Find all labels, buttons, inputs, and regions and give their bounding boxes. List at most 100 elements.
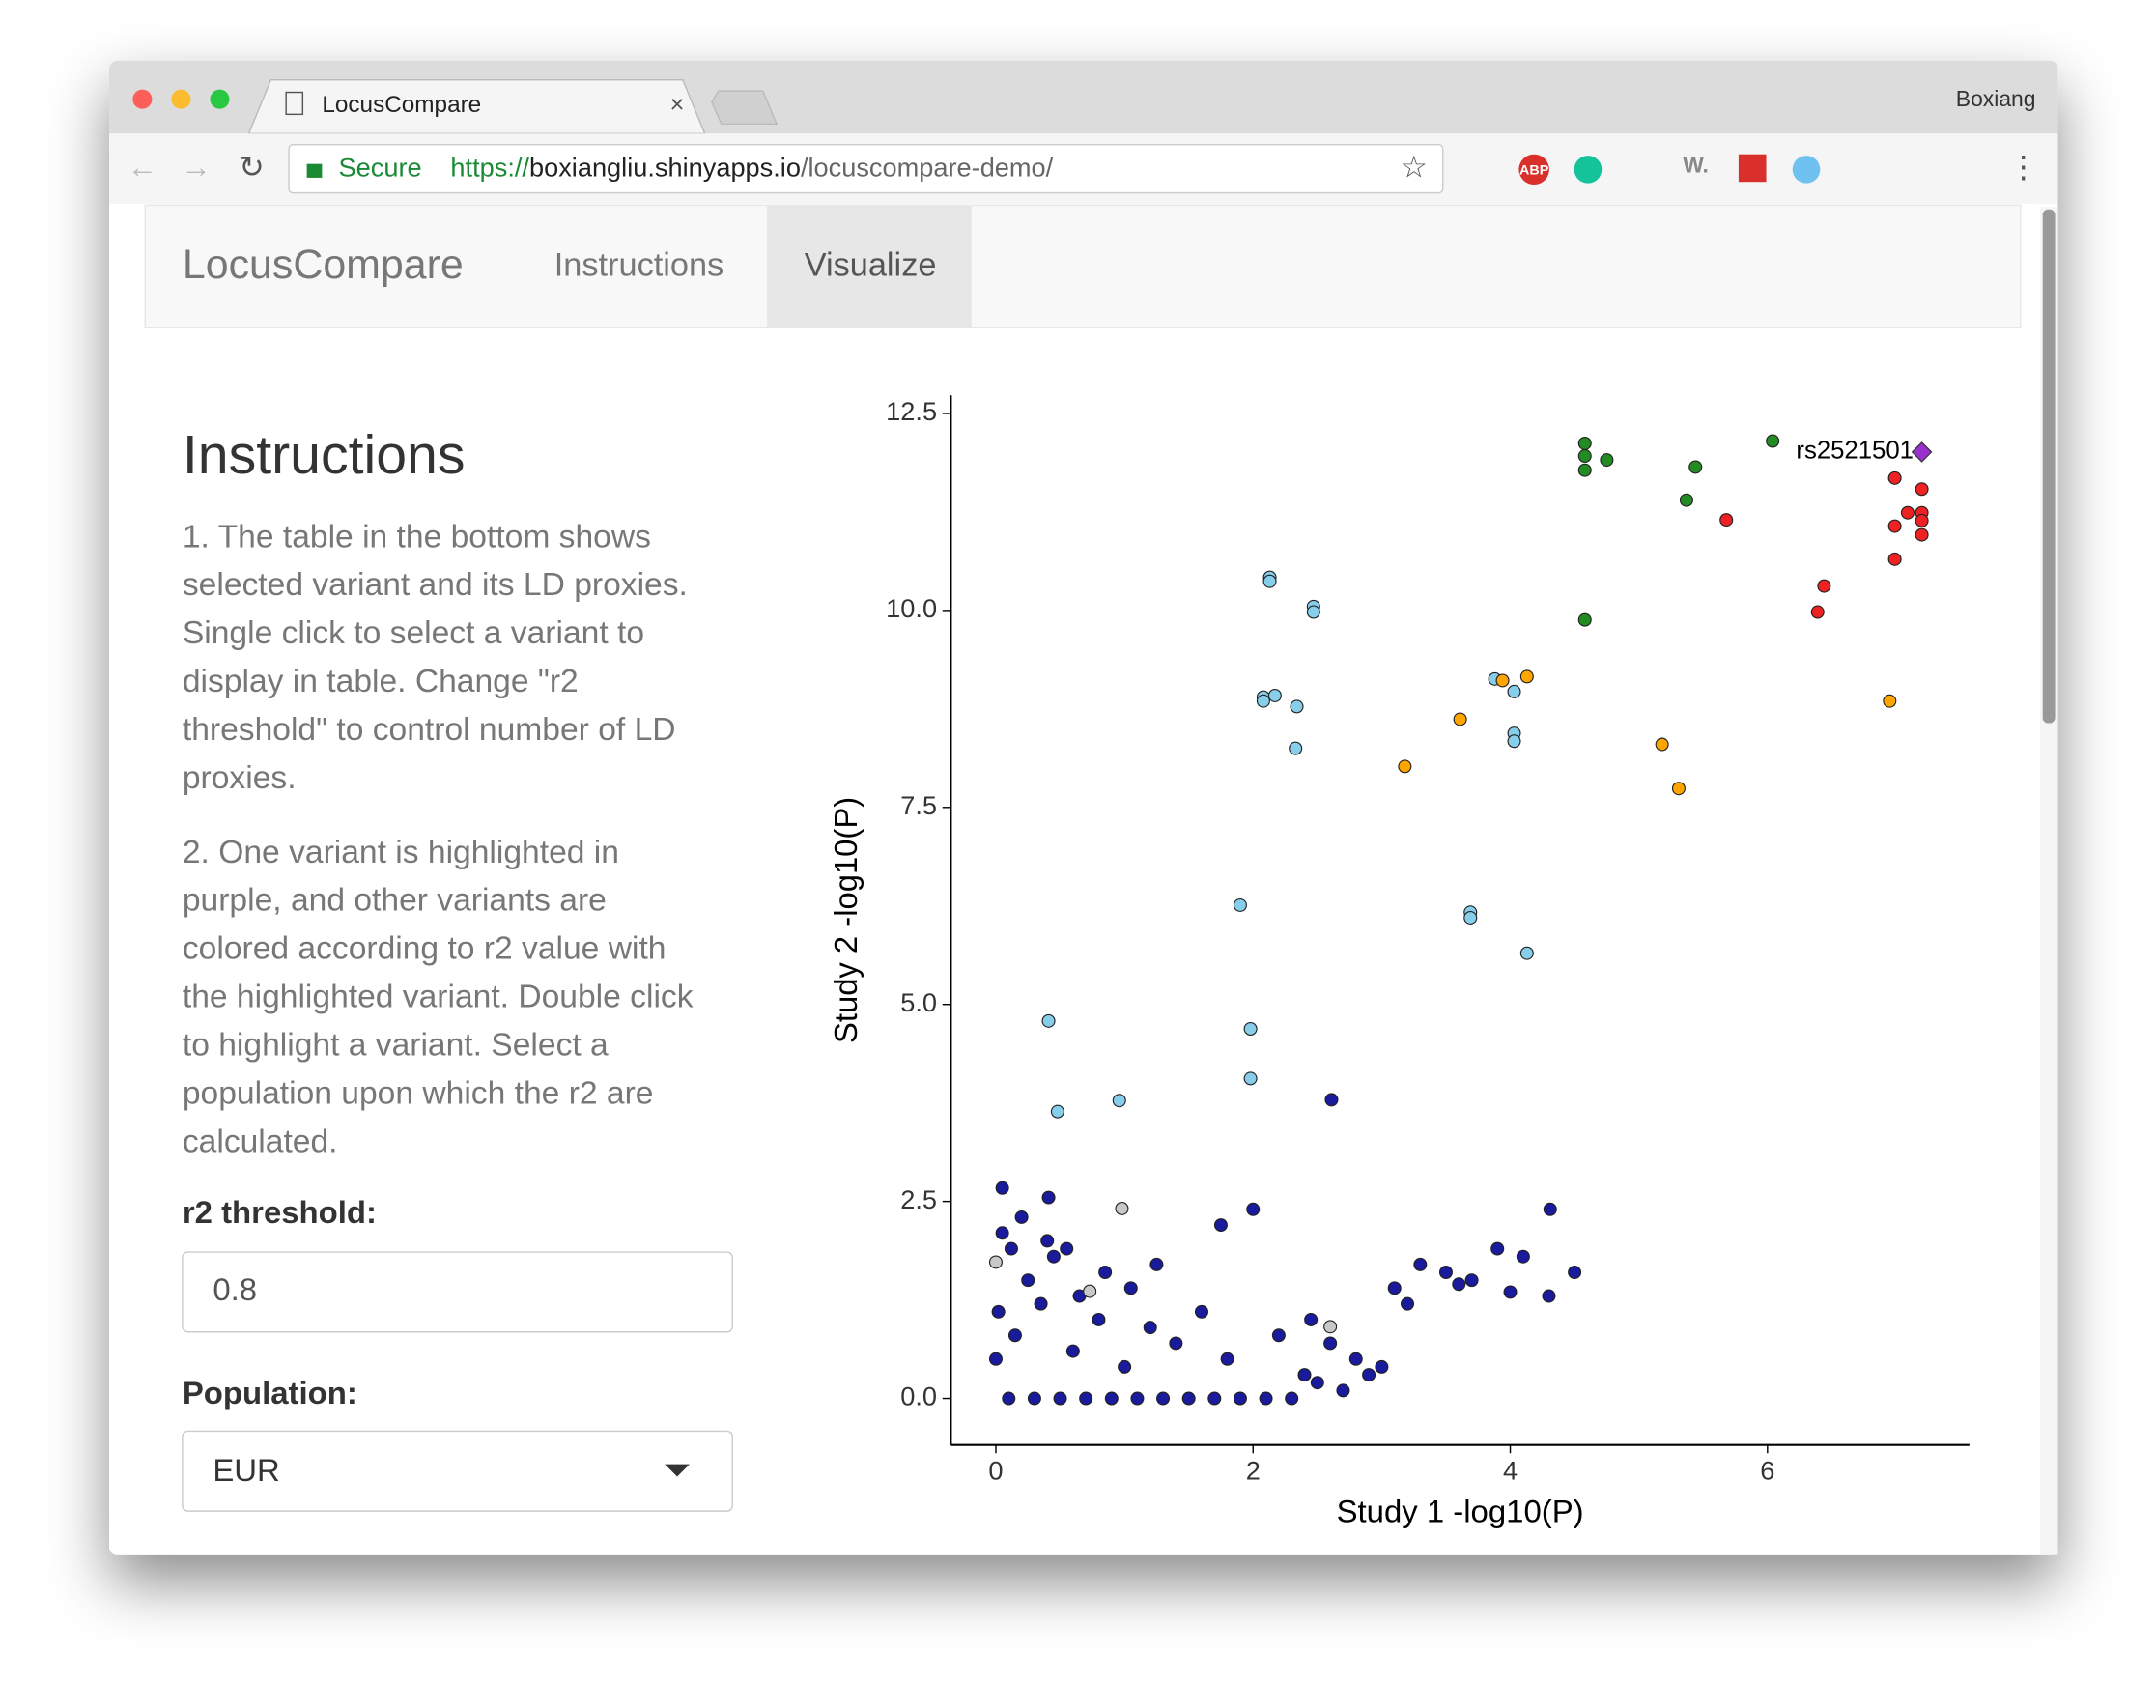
point[interactable] [1267,688,1282,702]
back-button[interactable]: ← [128,151,157,185]
minimize-button[interactable] [171,89,191,109]
point[interactable] [1438,1266,1453,1280]
extension-icon[interactable] [1574,156,1603,184]
point[interactable] [1887,470,1902,485]
point[interactable] [1507,684,1521,698]
point[interactable] [988,1255,1003,1269]
point[interactable] [995,1181,1009,1195]
point[interactable] [1123,1281,1138,1295]
point[interactable] [1169,1336,1183,1351]
point[interactable] [1034,1296,1048,1311]
point[interactable] [1207,1391,1222,1406]
extension-icon[interactable] [1518,154,1549,185]
point[interactable] [1130,1391,1145,1406]
point[interactable] [1310,1376,1324,1390]
maximize-button[interactable] [210,89,230,109]
point[interactable] [1915,482,1929,497]
point[interactable] [1817,579,1831,593]
point[interactable] [1398,759,1412,774]
point[interactable] [988,1352,1003,1366]
point[interactable] [1118,1359,1132,1374]
point[interactable] [1306,605,1320,619]
point[interactable] [1413,1257,1428,1271]
point[interactable] [1104,1391,1119,1406]
point[interactable] [1495,673,1510,688]
bookmark-star[interactable]: ☆ [1401,151,1428,185]
point[interactable] [1766,434,1780,448]
point[interactable] [1007,1328,1022,1343]
point[interactable] [1213,1218,1228,1233]
point[interactable] [1519,946,1534,960]
point[interactable] [1464,1273,1479,1288]
point[interactable] [1079,1391,1093,1406]
point[interactable] [1112,1094,1126,1108]
point[interactable] [1181,1391,1196,1406]
point[interactable] [1887,519,1902,533]
close-button[interactable] [132,89,153,109]
point[interactable] [991,1304,1006,1319]
point[interactable] [1259,1391,1273,1406]
point[interactable] [1050,1104,1064,1119]
point[interactable] [1290,699,1304,714]
point[interactable] [1900,505,1915,520]
lead-variant[interactable] [1911,441,1933,463]
point[interactable] [1915,513,1929,527]
point[interactable] [1046,1249,1061,1264]
point[interactable] [1041,1013,1056,1028]
point[interactable] [1065,1344,1080,1358]
point[interactable] [1271,1328,1286,1343]
point[interactable] [1233,1391,1247,1406]
point[interactable] [1092,1312,1106,1326]
point[interactable] [1516,1249,1530,1264]
point[interactable] [1577,449,1592,463]
point[interactable] [995,1226,1009,1240]
point[interactable] [1688,460,1703,474]
point[interactable] [1883,694,1897,708]
tab-close[interactable]: × [670,92,685,119]
url[interactable]: https://boxiangliu.shinyapps.io/locuscom… [450,153,1053,183]
point[interactable] [1577,463,1592,477]
nav-item[interactable]: Instructions [554,247,724,284]
select-value[interactable]: EUR [213,1452,279,1488]
point[interactable] [1194,1304,1209,1319]
point[interactable] [1915,527,1929,542]
point[interactable] [1519,669,1534,684]
point[interactable] [1256,694,1270,708]
brand[interactable]: LocusCompare [183,242,464,288]
point[interactable] [1041,1190,1056,1205]
point[interactable] [1568,1266,1582,1280]
point[interactable] [1452,1277,1466,1292]
point[interactable] [1810,605,1825,619]
point[interactable] [1655,737,1669,752]
point[interactable] [1336,1383,1350,1398]
point[interactable] [1362,1368,1376,1382]
point[interactable] [1577,612,1592,627]
extension-icon[interactable] [1738,154,1767,183]
point[interactable] [1323,1320,1338,1334]
point[interactable] [1679,493,1693,507]
point[interactable] [1348,1352,1363,1366]
point[interactable] [1233,897,1247,912]
point[interactable] [1115,1201,1129,1215]
point[interactable] [1401,1296,1415,1311]
point[interactable] [1243,1022,1258,1036]
point[interactable] [1323,1336,1338,1351]
point[interactable] [1375,1359,1389,1374]
extension-icon[interactable] [1792,156,1821,184]
point[interactable] [1021,1273,1035,1288]
point[interactable] [1040,1234,1055,1248]
point[interactable] [1027,1391,1041,1406]
point[interactable] [1887,552,1902,566]
point[interactable] [1002,1391,1016,1406]
scrollbar-thumb[interactable] [2042,209,2056,724]
point[interactable] [1243,1071,1258,1086]
point[interactable] [1542,1289,1556,1303]
r2-input[interactable] [182,1251,734,1333]
active-nav-item[interactable] [767,205,972,328]
point[interactable] [1577,436,1592,450]
point[interactable] [1083,1284,1097,1298]
point[interactable] [1304,1312,1319,1326]
point[interactable] [1490,1241,1505,1256]
point[interactable] [1324,1093,1339,1107]
point[interactable] [1246,1202,1261,1216]
